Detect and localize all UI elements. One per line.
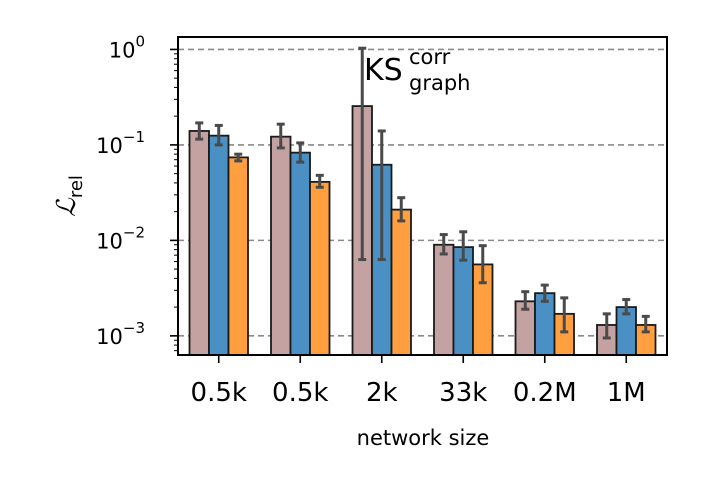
x-tick-label-5: 1M bbox=[607, 378, 646, 408]
y-tick-label-3: 100 bbox=[109, 32, 145, 62]
y-axis: 10−3 10−2 10−1 100 bbox=[96, 32, 178, 352]
bar-s0-3 bbox=[433, 243, 455, 356]
x-tick-label-2: 2k bbox=[366, 378, 398, 408]
x-axis-label: network size bbox=[357, 426, 490, 450]
x-tick-label-1: 0.5k bbox=[272, 378, 328, 408]
annotation-main: KS bbox=[364, 53, 403, 88]
y-tick-label-2: 10−1 bbox=[96, 128, 145, 158]
bar-group bbox=[188, 105, 657, 356]
bar-s1-0 bbox=[208, 134, 230, 356]
bar-s2-2 bbox=[390, 208, 412, 356]
svg-text:ℒrel: ℒrel bbox=[52, 175, 87, 217]
y-axis-label-main: ℒ bbox=[52, 197, 82, 217]
annotation-ks-corr-graph: KS corr graph bbox=[364, 45, 470, 95]
annotation-sup: corr bbox=[409, 45, 451, 69]
x-tick-label-3: 33k bbox=[439, 378, 487, 408]
y-axis-label-sub: rel bbox=[66, 175, 87, 198]
bar-s1-3 bbox=[452, 246, 474, 356]
annotation-sub: graph bbox=[409, 71, 470, 95]
y-tick-label-1: 10−2 bbox=[96, 223, 145, 253]
bar-s2-1 bbox=[309, 180, 331, 356]
bar-s1-1 bbox=[289, 151, 311, 356]
error-bar-group bbox=[195, 46, 650, 340]
bar-s0-1 bbox=[270, 135, 292, 356]
bar-s0-0 bbox=[188, 130, 210, 356]
x-tick-label-4: 0.2M bbox=[513, 378, 577, 408]
x-tick-label-0: 0.5k bbox=[191, 378, 247, 408]
bar-s2-0 bbox=[227, 156, 249, 356]
grid-lines bbox=[178, 48, 667, 337]
x-axis: 0.5k 0.5k 2k 33k 0.2M 1M bbox=[191, 355, 646, 408]
y-tick-label-0: 10−3 bbox=[96, 319, 145, 349]
y-axis-label: ℒrel bbox=[52, 175, 87, 217]
plot-frame bbox=[177, 36, 668, 356]
